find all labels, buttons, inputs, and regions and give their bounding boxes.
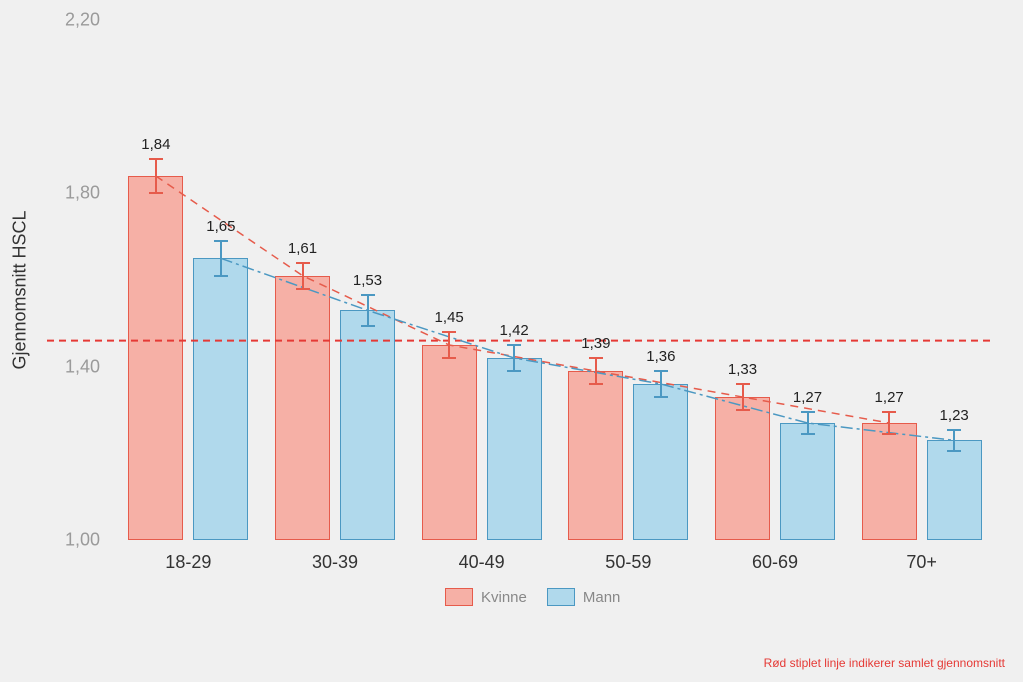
value-label: 1,65 [206, 218, 235, 235]
error-bar [953, 430, 955, 452]
error-bar [888, 412, 890, 434]
legend-label: Kvinne [481, 589, 527, 606]
legend-label: Mann [583, 589, 621, 606]
legend-swatch [445, 588, 473, 606]
bar-mann [780, 423, 835, 540]
error-bar [807, 412, 809, 434]
value-label: 1,27 [875, 389, 904, 406]
error-cap [654, 370, 668, 372]
legend: Kvinne Mann [445, 588, 620, 606]
error-bar [660, 371, 662, 397]
value-label: 1,36 [646, 348, 675, 365]
legend-item: Mann [547, 588, 621, 606]
bar-mann [193, 258, 248, 540]
bar-mann [927, 440, 982, 540]
error-bar [595, 358, 597, 384]
value-label: 1,61 [288, 240, 317, 257]
legend-swatch [547, 588, 575, 606]
y-tick-label: 1,00 [0, 530, 100, 551]
bar-kvinne [128, 176, 183, 540]
footnote: Rød stiplet linje indikerer samlet gjenn… [764, 656, 1005, 670]
value-label: 1,33 [728, 361, 757, 378]
error-cap [149, 192, 163, 194]
error-cap [654, 396, 668, 398]
x-tick-label: 30-39 [312, 552, 358, 573]
bar-mann [340, 310, 395, 540]
error-cap [149, 158, 163, 160]
y-tick-label: 2,20 [0, 10, 100, 31]
error-bar [513, 345, 515, 371]
value-label: 1,27 [793, 389, 822, 406]
error-cap [801, 411, 815, 413]
legend-item: Kvinne [445, 588, 527, 606]
value-label: 1,84 [141, 136, 170, 153]
error-bar [448, 332, 450, 358]
error-bar [742, 384, 744, 410]
error-cap [361, 294, 375, 296]
bar-mann [487, 358, 542, 540]
x-tick-label: 40-49 [459, 552, 505, 573]
error-cap [736, 383, 750, 385]
chart-container: Gjennomsnitt HSCL 1,001,401,802,20 18-29… [0, 0, 1023, 682]
error-cap [214, 240, 228, 242]
error-cap [442, 357, 456, 359]
error-bar [302, 263, 304, 289]
bar-mann [633, 384, 688, 540]
error-cap [589, 383, 603, 385]
y-axis-ticks: 1,00 1,40 1,80 2,20 [0, 0, 100, 682]
value-label: 1,23 [940, 407, 969, 424]
error-cap [801, 433, 815, 435]
bar-kvinne [862, 423, 917, 540]
value-label: 1,53 [353, 272, 382, 289]
error-cap [882, 411, 896, 413]
bar-kvinne [568, 371, 623, 540]
value-label: 1,45 [435, 309, 464, 326]
bar-kvinne [275, 276, 330, 540]
error-cap [947, 429, 961, 431]
error-bar [220, 241, 222, 276]
error-cap [882, 433, 896, 435]
x-tick-label: 18-29 [165, 552, 211, 573]
error-bar [367, 295, 369, 325]
bar-kvinne [422, 345, 477, 540]
error-cap [736, 409, 750, 411]
error-cap [589, 357, 603, 359]
error-cap [361, 325, 375, 327]
error-cap [296, 288, 310, 290]
x-tick-label: 70+ [906, 552, 937, 573]
value-label: 1,39 [581, 335, 610, 352]
y-tick-label: 1,40 [0, 356, 100, 377]
error-cap [296, 262, 310, 264]
error-cap [947, 450, 961, 452]
x-tick-label: 50-59 [605, 552, 651, 573]
error-cap [507, 370, 521, 372]
error-cap [442, 331, 456, 333]
x-tick-label: 60-69 [752, 552, 798, 573]
error-cap [507, 344, 521, 346]
y-tick-label: 1,80 [0, 183, 100, 204]
error-cap [214, 275, 228, 277]
bar-kvinne [715, 397, 770, 540]
value-label: 1,42 [500, 322, 529, 339]
error-bar [155, 159, 157, 194]
plot-area [115, 20, 995, 540]
